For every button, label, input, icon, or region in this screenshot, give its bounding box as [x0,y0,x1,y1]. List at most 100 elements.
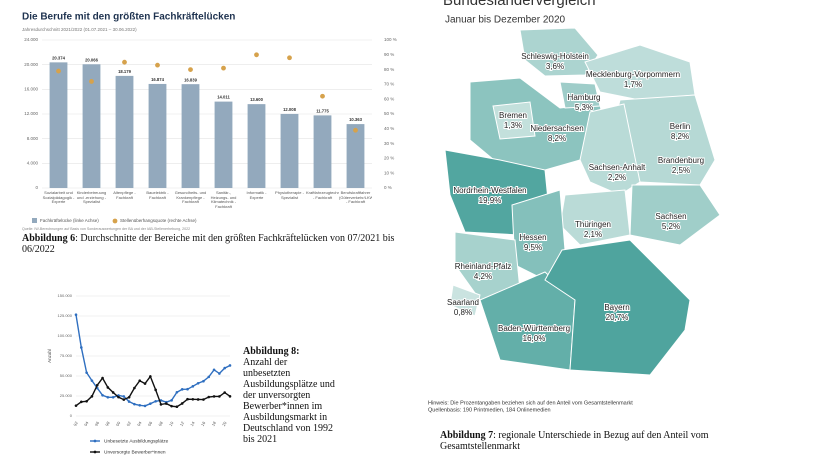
legend-label: Unbesetzte Ausbildungsplätze [104,438,169,444]
line-point [202,379,205,383]
bar [313,115,332,188]
line-point [212,395,216,398]
caption-text: Anzahl der unbesetzten Ausbildungsplätze… [243,357,335,445]
state-value: 5,3% [575,103,593,112]
state-value: 5,2% [662,222,680,231]
line-point [196,381,200,385]
quote-dot [353,127,358,133]
x-tick-label-box: Sanitär-, Heizungs- und Klimatechnik - F… [211,191,237,209]
x-tick-label: 98 [104,420,111,427]
y2-tick-label: 100 % [384,37,397,42]
line-point [180,388,184,391]
bar [346,124,365,188]
x-tick-label-box: Bauelektrik - Fachkraft [146,191,168,199]
line-point [180,402,184,405]
state-name: Bremen [499,111,527,120]
legend-swatch [112,218,118,224]
x-tick-label: 00 [115,420,122,427]
state-value: 9,5% [524,243,542,252]
legend-label: Unversorgte Bewerber*innen [104,449,166,455]
line-point [218,372,221,375]
quote-dot [221,65,226,71]
line-point [212,368,216,372]
legend-swatch [32,218,37,223]
x-tick-label: Kraftfahrzeugtechnik - Fachkraft [306,191,339,200]
y-tick-label: 16.000 [24,87,38,92]
state-value: 8,2% [671,132,689,141]
map-note: Hinweis: Die Prozentangaben beziehen sic… [428,400,633,406]
y-tick-label: 25.000 [60,393,73,398]
x-tick-label: 04 [136,420,143,427]
y-axis-title: Anzahl [47,349,52,363]
line-point [191,385,195,388]
chart-subtitle: Jahresdurchschnitt 2021/2022 (01.07.2021… [22,27,137,32]
line-point [175,405,179,409]
line-point [186,387,189,391]
line-point [170,404,173,408]
quote-dot [320,93,325,99]
line-point [159,403,163,406]
bar-value-label: 16.874 [151,77,164,82]
state-region [492,101,536,140]
state-region [519,27,599,77]
x-tick-label-box: Kraftfahrzeugtechnik - Fachkraft [306,191,339,200]
x-tick-label: 14 [189,420,196,427]
y2-tick-label: 60 % [384,96,394,101]
line-point [228,364,232,367]
state-value: 8,2% [548,134,566,143]
line-point [228,395,232,398]
x-tick-label: 12 [179,420,186,427]
x-tick-label-box: Kinderbetreuung und -erziehung - Spezial… [76,191,107,205]
line-point [80,400,83,404]
state-value: 4,2% [474,272,492,281]
y2-tick-label: 70 % [384,82,394,87]
x-tick-label: Kinderbetreuung und -erziehung - Spezial… [76,191,107,205]
state-region [559,81,601,109]
y-tick-label: 12.000 [24,111,38,116]
state-name: Hessen [519,233,546,242]
bar-value-label: 12.008 [283,107,296,112]
x-tick-label: Altenpflege - Fachkraft [113,191,136,200]
y2-tick-label: 0 % [384,185,392,190]
line-point [207,375,211,379]
state-value: 20,7% [606,313,629,322]
x-tick-label: 18 [210,420,217,427]
state-name: Niedersachsen [530,124,583,133]
state-value: 16,0% [523,334,546,343]
state-name: Sachsen-Anhalt [589,163,646,172]
state-value: 2,2% [608,173,626,182]
line-point [117,395,120,399]
line-point [223,391,226,394]
y-tick-label: 0 [70,413,73,418]
line-point [127,400,131,403]
caption-label: Abbildung 7 [440,430,494,441]
y-tick-label: 125.000 [58,313,73,318]
state-name: Brandenburg [658,156,704,165]
state-name: Berlin [670,122,690,131]
quote-dot [155,62,160,68]
bar-value-label: 18.179 [118,69,131,74]
bar [82,64,101,188]
y-tick-label: 75.000 [60,353,73,358]
bar [115,75,134,188]
line-point [122,398,126,401]
bar [49,62,68,188]
state-name: Bayern [604,303,629,312]
state-value: 0,8% [454,308,472,317]
bar [214,101,233,188]
line-point [127,395,131,399]
caption-text: : Durchschnitte der Bereiche mit den grö… [22,233,395,255]
bar-value-label: 10.363 [349,117,362,122]
line-point [218,395,221,398]
line-point [175,390,179,394]
x-tick-label-box: Sozialarbeit und Sozialpädagogik - Exper… [43,191,75,204]
line-point [154,399,157,403]
bar [148,83,167,188]
bar-value-label: 16.839 [184,77,197,82]
x-tick-label: 10 [168,420,175,427]
state-region [449,284,481,317]
line-point [149,375,152,378]
bar-value-label: 13.600 [250,97,263,102]
x-tick-label: 06 [147,420,154,427]
